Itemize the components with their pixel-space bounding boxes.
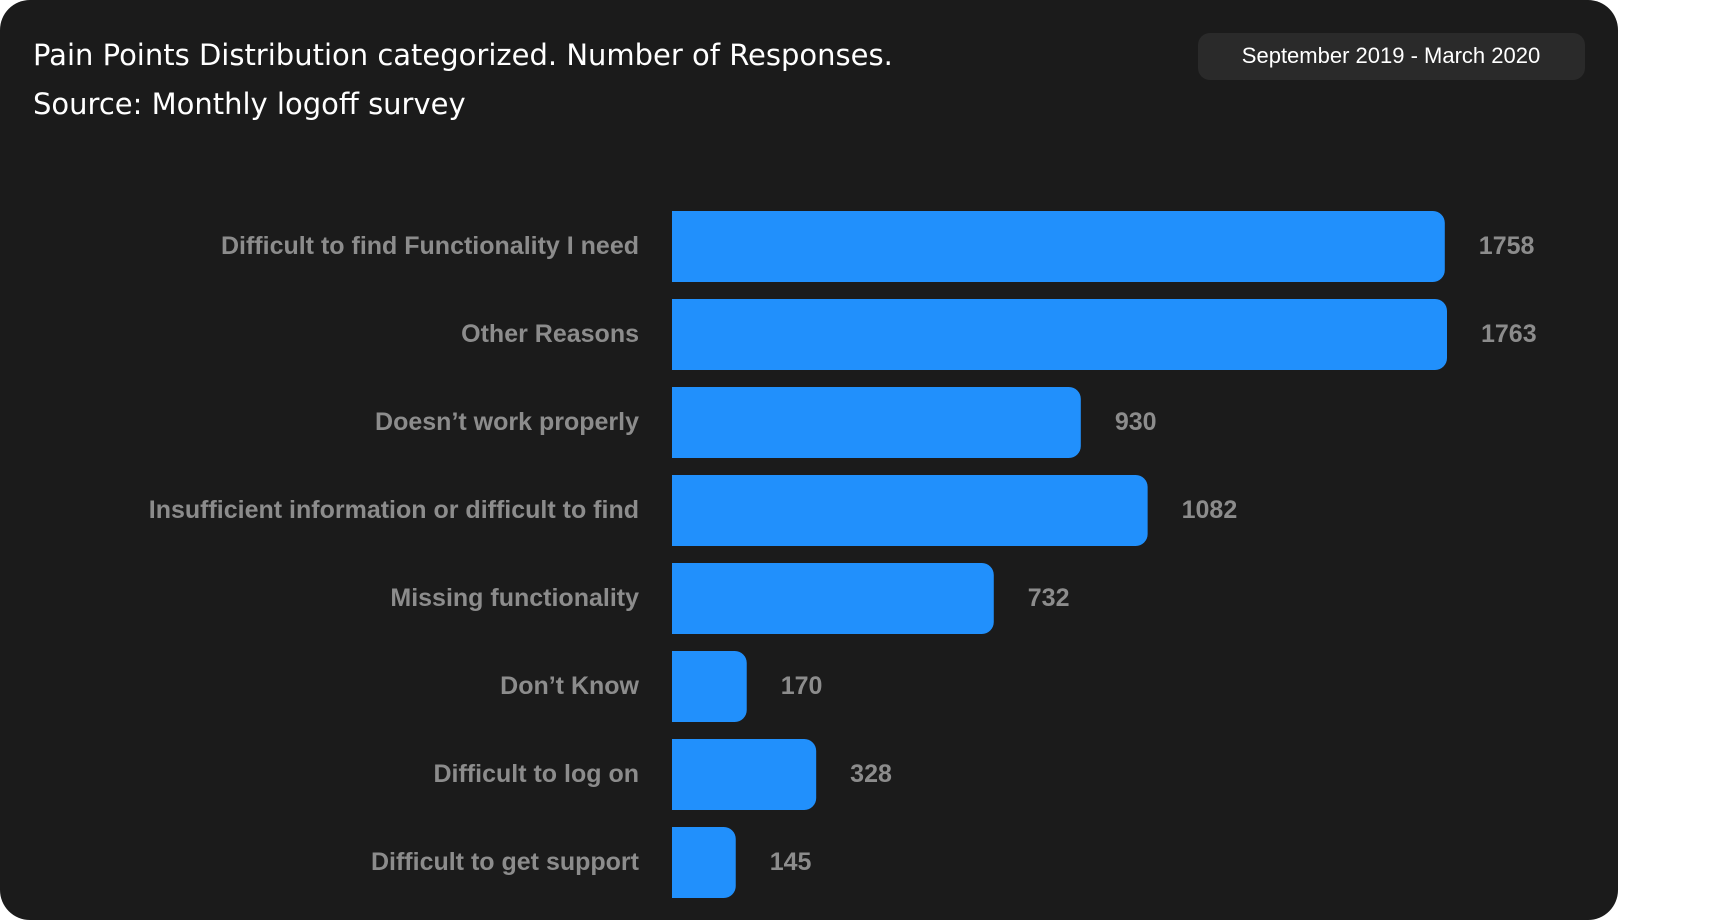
period-label: September 2019 - March 2020 — [1242, 43, 1540, 68]
bar — [672, 299, 1447, 370]
category-label: Difficult to get support — [371, 848, 640, 876]
value-label: 328 — [850, 760, 892, 788]
chart-title: Pain Points Distribution categorized. Nu… — [33, 38, 893, 72]
bar — [672, 563, 994, 634]
bar — [672, 827, 736, 898]
bar — [672, 387, 1081, 458]
category-label: Other Reasons — [461, 320, 639, 348]
category-label: Difficult to find Functionality I need — [221, 232, 639, 260]
category-label: Difficult to log on — [433, 760, 639, 788]
value-label: 930 — [1115, 408, 1157, 436]
value-label: 1763 — [1481, 320, 1537, 348]
category-label: Don’t Know — [500, 672, 639, 700]
bar — [672, 475, 1148, 546]
value-label: 1758 — [1479, 232, 1535, 260]
period-pill — [1198, 33, 1585, 80]
chart-subtitle: Source: Monthly logoff survey — [33, 87, 466, 121]
category-label: Doesn’t work properly — [375, 408, 639, 436]
category-label: Missing functionality — [390, 584, 639, 612]
value-label: 145 — [770, 848, 812, 876]
category-label: Insufficient information or difficult to… — [149, 496, 639, 524]
bar — [672, 651, 747, 722]
bar — [672, 739, 817, 810]
value-label: 1082 — [1182, 496, 1238, 524]
value-label: 732 — [1028, 584, 1070, 612]
value-label: 170 — [781, 672, 823, 700]
bar — [672, 211, 1445, 282]
